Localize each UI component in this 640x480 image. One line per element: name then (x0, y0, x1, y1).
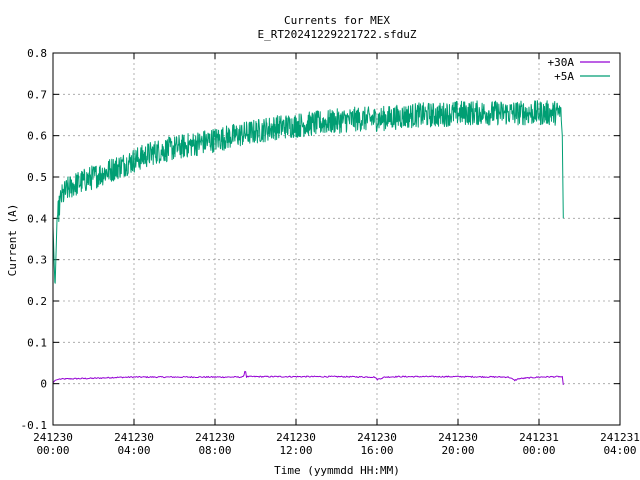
x-tick-label-date: 241231 (519, 431, 559, 444)
chart-title: Currents for MEX (284, 14, 390, 27)
x-tick-label-date: 241230 (195, 431, 235, 444)
series-line-5a (52, 100, 564, 284)
x-tick-label-time: 16:00 (360, 444, 393, 457)
y-tick-label: 0 (40, 378, 47, 391)
x-tick-label-time: 20:00 (441, 444, 474, 457)
x-axis-ticks: 24123000:0024123004:0024123008:002412301… (33, 53, 640, 457)
legend-label-5a: +5A (554, 70, 574, 83)
x-tick-label-time: 12:00 (279, 444, 312, 457)
chart-subtitle: E_RT20241229221722.sfduZ (258, 28, 417, 41)
x-tick-label-time: 00:00 (36, 444, 69, 457)
y-tick-label: -0.1 (21, 419, 48, 432)
legend: +30A +5A (548, 56, 610, 83)
y-tick-label: 0.3 (27, 254, 47, 267)
x-tick-label-date: 241230 (438, 431, 478, 444)
series-lines (52, 100, 564, 385)
x-tick-label-time: 08:00 (198, 444, 231, 457)
y-tick-label: 0.6 (27, 130, 47, 143)
y-tick-label: 0.1 (27, 336, 47, 349)
y-tick-label: 0.2 (27, 295, 47, 308)
x-tick-label-time: 04:00 (117, 444, 150, 457)
x-tick-label-date: 241230 (276, 431, 316, 444)
x-tick-label-time: 00:00 (522, 444, 555, 457)
y-tick-label: 0.8 (27, 47, 47, 60)
legend-label-30a: +30A (548, 56, 575, 69)
x-axis-label: Time (yymmdd HH:MM) (274, 464, 400, 477)
y-axis-ticks: -0.1 0 0.1 0.2 0.3 0.4 0.5 0.6 0.7 0.8 (21, 47, 620, 432)
y-tick-label: 0.7 (27, 88, 47, 101)
x-tick-label-date: 241230 (357, 431, 397, 444)
y-axis-label: Current (A) (6, 204, 19, 277)
y-tick-label: 0.5 (27, 171, 47, 184)
plot-frame (52, 52, 621, 426)
series-line-30a (52, 370, 564, 385)
x-tick-label-date: 241230 (114, 431, 154, 444)
x-tick-label-time: 04:00 (603, 444, 636, 457)
x-tick-label-date: 241231 (600, 431, 640, 444)
x-tick-label-date: 241230 (33, 431, 73, 444)
y-tick-label: 0.4 (27, 212, 47, 225)
